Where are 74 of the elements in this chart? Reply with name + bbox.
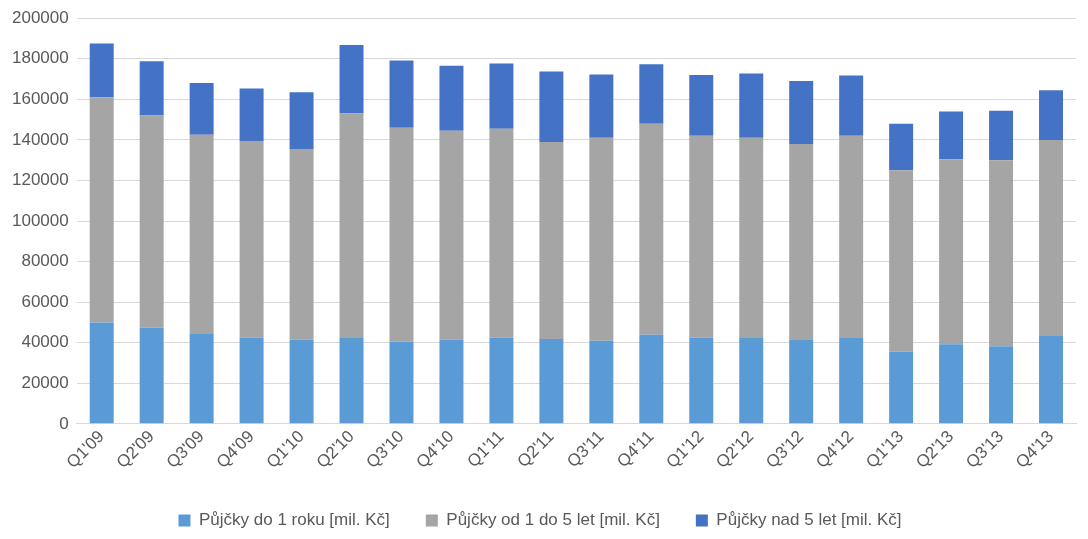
bar (739, 337, 764, 424)
bar (689, 135, 714, 338)
y-tick-label: 200000 (11, 7, 69, 27)
y-tick-label: 20000 (21, 372, 69, 392)
bar (689, 74, 714, 136)
legend-label: Půjčky nad 5 let [mil. Kč] (716, 510, 902, 530)
y-tick-label: 0 (59, 413, 69, 433)
y-tick-label: 80000 (21, 251, 69, 271)
bar (839, 75, 864, 136)
bar (639, 123, 664, 335)
bar (739, 73, 764, 138)
bar (389, 60, 414, 128)
bar (189, 83, 214, 135)
bar (139, 61, 164, 116)
y-tick-label: 160000 (11, 89, 69, 109)
bar (989, 110, 1014, 161)
bar (639, 64, 664, 124)
y-tick-label: 40000 (21, 332, 69, 352)
bar (789, 81, 814, 144)
bar (439, 130, 464, 340)
bar (939, 344, 964, 424)
bar (339, 44, 364, 114)
bar (889, 170, 914, 352)
bar (989, 346, 1014, 424)
bar (239, 337, 264, 424)
bar (589, 340, 614, 424)
bar (939, 111, 964, 160)
bar (389, 341, 414, 424)
bar (139, 115, 164, 328)
bar (739, 137, 764, 338)
legend-label: Půjčky od 1 do 5 let [mil. Kč] (446, 510, 660, 530)
bar (339, 113, 364, 338)
bar (539, 71, 564, 142)
bar (589, 137, 614, 341)
bar (689, 337, 714, 424)
y-tick-label: 60000 (21, 291, 69, 311)
y-tick-label: 100000 (11, 210, 69, 230)
y-tick-label: 180000 (11, 48, 69, 68)
bar (1039, 139, 1064, 336)
bar (639, 334, 664, 424)
bar (889, 351, 914, 424)
legend-label: Půjčky do 1 roku [mil. Kč] (198, 510, 390, 530)
bar (89, 322, 114, 424)
bar (439, 339, 464, 424)
bar (589, 74, 614, 138)
bar (789, 143, 814, 341)
bar (439, 65, 464, 131)
bar (1039, 335, 1064, 424)
bar (189, 134, 214, 334)
bar (89, 97, 114, 323)
bar (989, 160, 1014, 347)
bar (489, 63, 514, 129)
bar (1039, 90, 1064, 140)
bar (89, 43, 114, 98)
bar (539, 339, 564, 424)
bar (539, 141, 564, 340)
bar (839, 135, 864, 339)
bar (239, 88, 264, 141)
bar (939, 159, 964, 345)
y-tick-label: 140000 (11, 129, 69, 149)
bar (339, 337, 364, 424)
bar (289, 339, 314, 424)
bar (489, 128, 514, 338)
bar (289, 149, 314, 340)
bar (239, 140, 264, 338)
bar (839, 338, 864, 424)
bar (889, 123, 914, 171)
bar (189, 333, 214, 424)
bar (789, 340, 814, 424)
bar (139, 327, 164, 424)
bar (289, 92, 314, 150)
bar (389, 127, 414, 342)
bar (489, 337, 514, 424)
y-tick-label: 120000 (11, 170, 69, 190)
